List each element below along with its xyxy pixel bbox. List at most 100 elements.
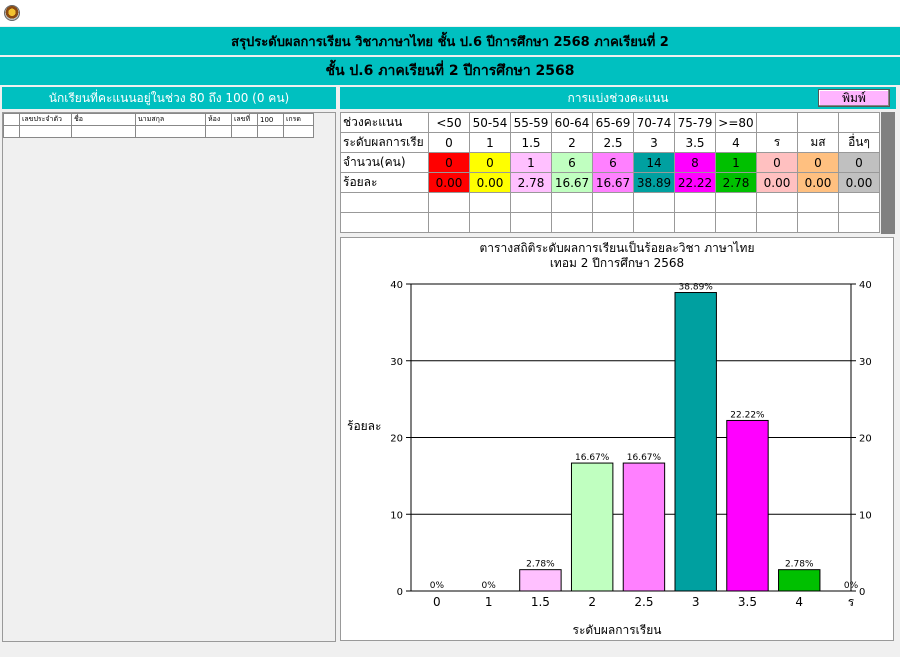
bar-value-label: 0% (482, 581, 497, 591)
count-cell: 6 (592, 152, 634, 173)
empty-cell (756, 212, 798, 233)
report-subtitle: ชั้น ป.6 ภาคเรียนที่ 2 ปีการศึกษา 2568 (0, 57, 900, 85)
percent-cell: 0.00 (428, 172, 470, 193)
grade-chart: ตารางสถิติระดับผลการเรียนเป็นร้อยละวิชา … (347, 240, 872, 637)
col-student-id[interactable]: เลขประจำตัว (19, 113, 72, 126)
y-tick-label: 20 (390, 434, 403, 445)
student-list-header: นักเรียนที่คะแนนอยู่ในช่วง 80 ถึง 100 (0… (2, 87, 336, 109)
count-cell: 0 (797, 152, 839, 173)
empty-cell (633, 212, 675, 233)
grade-cell: 2 (551, 132, 593, 153)
range-cell: <50 (428, 112, 470, 133)
empty-cell (551, 192, 593, 213)
y-tick-label-right: 10 (859, 510, 872, 521)
row-label-range: ช่วงคะแนน (340, 112, 429, 133)
empty-row (340, 212, 880, 233)
grade-cell: 1.5 (510, 132, 552, 153)
empty-cell (838, 212, 880, 233)
range-cell: 70-74 (633, 112, 675, 133)
bar-value-label: 2.78% (526, 560, 555, 570)
col-first-name[interactable]: ชื่อ (71, 113, 136, 126)
score-range-header-label: การแบ่งช่วงคะแนน (567, 90, 669, 105)
count-cell: 0 (469, 152, 511, 173)
empty-cell (715, 192, 757, 213)
empty-cell (756, 192, 798, 213)
col-last-name[interactable]: นามสกุล (135, 113, 206, 126)
col-grade[interactable]: เกรด (283, 113, 314, 126)
bar-value-label: 22.22% (730, 410, 765, 420)
student-table-header-row: เลขประจำตัว ชื่อ นามสกุล ห้อง เลขที่ 100… (3, 113, 314, 126)
count-cell: 8 (674, 152, 716, 173)
y-tick-label-right: 0 (859, 587, 865, 598)
count-cell: 0 (428, 152, 470, 173)
print-button[interactable]: พิมพ์ (818, 89, 890, 107)
table-scrollbar[interactable] (881, 112, 895, 234)
title-bar (0, 0, 900, 26)
row-label-grade: ระดับผลการเรีย (340, 132, 429, 153)
grade-cell: 3.5 (674, 132, 716, 153)
bar (778, 569, 821, 592)
col-score[interactable]: 100 (257, 113, 284, 126)
count-cell: 0 (838, 152, 880, 173)
percent-cell: 2.78 (510, 172, 552, 193)
grade-cell: 4 (715, 132, 757, 153)
count-cell: 1 (715, 152, 757, 173)
x-tick-label: 3 (692, 595, 700, 609)
grade-cell: ร (756, 132, 798, 153)
row-label-count: จำนวน(คน) (340, 152, 429, 173)
empty-cell (551, 212, 593, 233)
empty-row (340, 192, 880, 213)
percent-cell: 16.67 (592, 172, 634, 193)
bar-value-label: 0% (430, 581, 445, 591)
bar (570, 462, 614, 592)
x-tick-label: 1 (485, 595, 493, 609)
range-cell (797, 112, 839, 133)
empty-cell (592, 212, 634, 233)
bar (519, 569, 562, 592)
grade-cell: อื่นๆ (838, 132, 880, 153)
y-tick-label-right: 40 (859, 280, 872, 291)
empty-cell (428, 192, 470, 213)
count-cell: 1 (510, 152, 552, 173)
percent-cell: 22.22 (674, 172, 716, 193)
range-cell: 75-79 (674, 112, 716, 133)
range-cell: 60-64 (551, 112, 593, 133)
col-number[interactable]: เลขที่ (231, 113, 258, 126)
empty-cell (633, 192, 675, 213)
grade-row: ระดับผลการเรีย 0 1 1.5 2 2.5 3 3.5 4 รมส อื่นๆ (340, 132, 880, 153)
score-range-header: การแบ่งช่วงคะแนน พิมพ์ (340, 87, 896, 109)
grade-chart-panel: ตารางสถิติระดับผลการเรียนเป็นร้อยละวิชา … (340, 237, 894, 641)
student-grid[interactable]: เลขประจำตัว ชื่อ นามสกุล ห้อง เลขที่ 100… (2, 112, 336, 642)
percent-cell: 38.89 (633, 172, 675, 193)
x-tick-label: 3.5 (738, 595, 757, 609)
x-tick-label: 4 (795, 595, 803, 609)
range-cell (838, 112, 880, 133)
range-row: ช่วงคะแนน <50 50-54 55-59 60-64 65-69 70-74 75… (340, 112, 880, 133)
count-cell: 6 (551, 152, 593, 173)
bar-value-label: 16.67% (575, 453, 610, 463)
chart-subtitle: เทอม 2 ปีการศึกษา 2568 (550, 256, 684, 270)
percent-cell: 0.00 (797, 172, 839, 193)
empty-cell (838, 192, 880, 213)
count-cell: 0 (756, 152, 798, 173)
student-table: เลขประจำตัว ชื่อ นามสกุล ห้อง เลขที่ 100… (3, 113, 314, 138)
percent-row: ร้อยละ 0.00 0.00 2.78 16.67 16.67 38.89 22.22 2… (340, 172, 880, 193)
bar (622, 462, 666, 592)
bar-value-label: 2.78% (785, 560, 814, 570)
grade-cell: มส (797, 132, 839, 153)
row-selector-cell[interactable] (3, 113, 20, 126)
grade-cell: 0 (428, 132, 470, 153)
chart-title: ตารางสถิติระดับผลการเรียนเป็นร้อยละวิชา … (480, 240, 755, 255)
percent-cell: 0.00 (469, 172, 511, 193)
percent-cell: 0.00 (838, 172, 880, 193)
y-tick-label: 40 (390, 280, 403, 291)
empty-cell (428, 212, 470, 233)
x-tick-label: ร (848, 595, 855, 609)
empty-cell (510, 192, 552, 213)
col-room[interactable]: ห้อง (205, 113, 232, 126)
x-tick-label: 1.5 (531, 595, 550, 609)
table-row[interactable] (3, 125, 314, 138)
empty-cell (797, 212, 839, 233)
grade-cell: 1 (469, 132, 511, 153)
report-title: สรุประดับผลการเรียน วิชาภาษาไทย ชั้น ป.6… (0, 27, 900, 55)
